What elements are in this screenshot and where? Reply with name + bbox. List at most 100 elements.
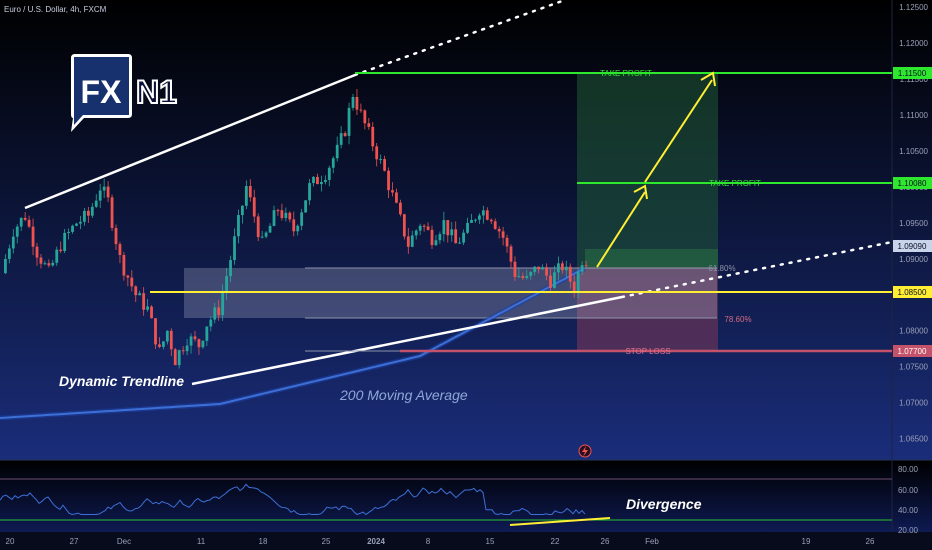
candle-body <box>454 229 458 244</box>
candle-body <box>509 246 513 262</box>
candlesticks <box>4 89 588 369</box>
candle-body <box>158 344 161 347</box>
candle-body <box>442 220 446 235</box>
rsi-pane-background <box>0 460 932 532</box>
candle-body <box>347 107 351 136</box>
candle-body <box>466 222 469 233</box>
candle-body <box>300 212 304 226</box>
candle-body <box>79 221 82 224</box>
candle-body <box>11 236 15 249</box>
candle-body <box>193 336 197 340</box>
time-axis-background <box>0 532 932 550</box>
candle-body <box>399 202 402 215</box>
price-tick-label: 1.12000 <box>899 39 928 48</box>
rsi-tick-label: 20.00 <box>898 526 919 535</box>
candle-body <box>478 215 481 220</box>
candle-body <box>383 159 386 171</box>
main-pane-background <box>0 0 932 460</box>
candle-body <box>545 267 548 276</box>
time-tick-label: 2024 <box>367 537 385 546</box>
price-tick-label: 1.12500 <box>899 3 928 12</box>
time-tick-label: Feb <box>645 537 659 546</box>
candle-body <box>375 146 379 160</box>
candle-body <box>197 339 201 348</box>
candle-body <box>387 170 390 191</box>
candle-body <box>560 263 564 271</box>
logo-n1-text: N1 <box>136 74 177 110</box>
entry-zone <box>585 249 718 269</box>
candle-body <box>71 225 74 232</box>
dynamic-trendline-annotation: Dynamic Trendline <box>59 373 184 389</box>
candle-body <box>379 159 383 161</box>
candle-body <box>572 281 576 293</box>
candle-body <box>4 258 7 274</box>
candle-body <box>450 229 454 236</box>
take-profit-2-label: TAKE PROFIT <box>600 69 652 78</box>
candle-body <box>154 318 157 345</box>
divergence-line[interactable] <box>509 517 611 526</box>
time-tick-label: 11 <box>197 537 206 546</box>
candle-body <box>564 266 568 271</box>
candle-body <box>406 236 410 247</box>
candle-body <box>525 275 529 278</box>
candle-body <box>446 220 450 236</box>
current-price-axis-tag <box>893 240 932 252</box>
time-tick-label: 25 <box>322 537 331 546</box>
candle-body <box>308 183 311 201</box>
candle-body <box>126 275 130 278</box>
candle-body <box>114 227 118 245</box>
candle-body <box>134 286 138 296</box>
candle-body <box>533 266 537 272</box>
candle-body <box>248 186 252 198</box>
candle-body <box>177 350 181 366</box>
candle-body <box>173 349 177 366</box>
dynamic-trendline[interactable] <box>191 295 623 386</box>
candle-body <box>339 133 343 145</box>
candle-body <box>118 244 122 255</box>
fxn1-logo: FX N1 <box>71 54 178 132</box>
candle-body <box>130 277 134 287</box>
time-tick-label: 8 <box>426 537 431 546</box>
candle-body <box>185 345 189 352</box>
candle-body <box>426 226 430 230</box>
time-axis[interactable]: 20 27 Dec 11 18 25 2024 8 15 22 26 Feb 19 26 <box>6 537 875 546</box>
candle-body <box>568 266 572 282</box>
candle-body <box>430 229 434 246</box>
candle-body <box>422 225 426 227</box>
candle-body <box>537 266 541 270</box>
candle-body <box>462 232 465 243</box>
candle-body <box>292 219 296 232</box>
candle-body <box>165 330 169 342</box>
candle-body <box>110 197 114 228</box>
upper-trendline[interactable] <box>24 73 356 210</box>
time-tick-label: 15 <box>486 537 495 546</box>
candle-body <box>316 176 319 185</box>
candle-body <box>252 197 256 217</box>
candle-body <box>327 167 331 180</box>
candle-body <box>276 210 280 212</box>
candle-body <box>410 235 414 247</box>
lightning-icon[interactable] <box>578 444 592 458</box>
take-profit-1-axis-value: 1.10080 <box>898 179 927 188</box>
candle-body <box>458 242 462 244</box>
time-tick-label: Dec <box>117 537 131 546</box>
stop-loss-axis-tag <box>893 345 932 357</box>
candle-body <box>553 272 556 288</box>
candle-body <box>304 200 307 213</box>
candle-body <box>47 263 51 266</box>
candle-body <box>209 319 213 327</box>
candle-body <box>541 267 544 270</box>
candle-body <box>363 110 367 124</box>
candle-body <box>55 249 59 263</box>
take-profit-2-axis-tag <box>893 67 932 79</box>
candle-body <box>343 133 347 136</box>
candle-body <box>323 179 327 182</box>
candle-body <box>280 210 284 219</box>
candle-body <box>517 276 521 278</box>
candle-body <box>584 265 588 267</box>
moving-average-annotation: 200 Moving Average <box>339 387 468 403</box>
candle-body <box>189 336 193 346</box>
price-tick-label: 1.06500 <box>899 434 928 443</box>
rsi-tick-label: 80.00 <box>898 465 919 474</box>
